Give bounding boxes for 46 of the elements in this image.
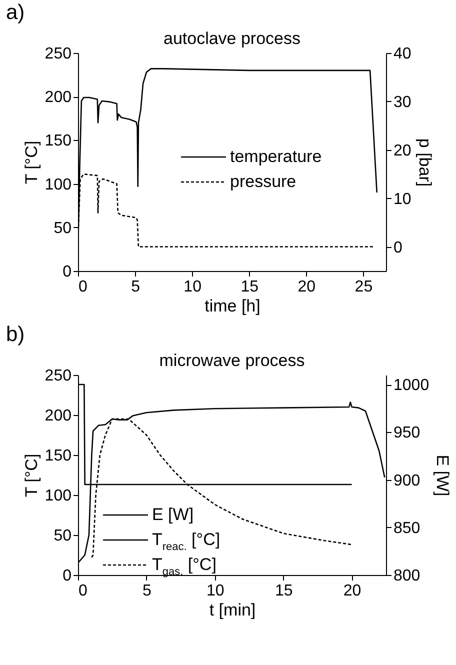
y2-tick-label: 40 bbox=[394, 46, 412, 62]
y-tick-label: 100 bbox=[44, 176, 72, 194]
y-tick-label: 250 bbox=[44, 368, 72, 384]
x-axis-title: t [min] bbox=[209, 600, 256, 620]
x-tick-label: 5 bbox=[142, 582, 152, 600]
y-tick-label: 0 bbox=[62, 568, 72, 584]
chart-title: autoclave process bbox=[163, 29, 301, 48]
legend-label: temperature bbox=[230, 147, 322, 166]
x-tick-label: 20 bbox=[298, 278, 316, 296]
x-tick-label: 10 bbox=[206, 582, 224, 600]
x-tick-label: 10 bbox=[184, 278, 202, 296]
y-tick-label: 50 bbox=[54, 220, 72, 237]
y-tick-label: 100 bbox=[44, 488, 72, 504]
x-tick-label: 15 bbox=[240, 278, 259, 296]
y2-tick-label: 1000 bbox=[394, 377, 430, 394]
y-axis-title: T [°C] bbox=[22, 140, 41, 184]
legend-label: pressure bbox=[230, 172, 296, 191]
y-tick-label: 50 bbox=[54, 528, 72, 544]
y-tick-label: 200 bbox=[44, 408, 72, 424]
y-tick-label: 250 bbox=[44, 46, 72, 62]
text: b) bbox=[6, 323, 25, 346]
x-tick-label: 5 bbox=[131, 278, 140, 296]
x-tick-label: 0 bbox=[78, 278, 88, 296]
y2-tick-label: 950 bbox=[394, 424, 420, 442]
y2-tick-label: 900 bbox=[394, 472, 420, 490]
x-tick-label: 20 bbox=[343, 582, 362, 600]
y-tick-label: 150 bbox=[44, 448, 72, 464]
y2-tick-label: 850 bbox=[394, 520, 420, 537]
y-tick-label: 200 bbox=[44, 89, 72, 106]
x-tick-label: 15 bbox=[274, 582, 293, 600]
text: a) bbox=[6, 1, 25, 24]
chart-title: microwave process bbox=[159, 351, 305, 370]
y2-tick-label: 10 bbox=[394, 190, 412, 208]
x-axis-title: time [h] bbox=[204, 296, 260, 316]
y2-axis-title: p [bar] bbox=[415, 138, 434, 187]
legend-label: E [W] bbox=[152, 505, 194, 524]
y2-tick-label: 800 bbox=[394, 568, 420, 584]
y-axis-title: T [°C] bbox=[22, 454, 41, 498]
y-tick-label: 0 bbox=[62, 264, 72, 280]
y2-tick-label: 30 bbox=[394, 94, 412, 111]
y-tick-label: 150 bbox=[44, 132, 72, 150]
y2-tick-label: 0 bbox=[394, 239, 402, 256]
x-tick-label: 0 bbox=[78, 582, 88, 600]
x-tick-label: 25 bbox=[354, 278, 373, 296]
y2-axis-title: E [W] bbox=[433, 454, 452, 496]
y2-tick-label: 20 bbox=[394, 142, 412, 160]
